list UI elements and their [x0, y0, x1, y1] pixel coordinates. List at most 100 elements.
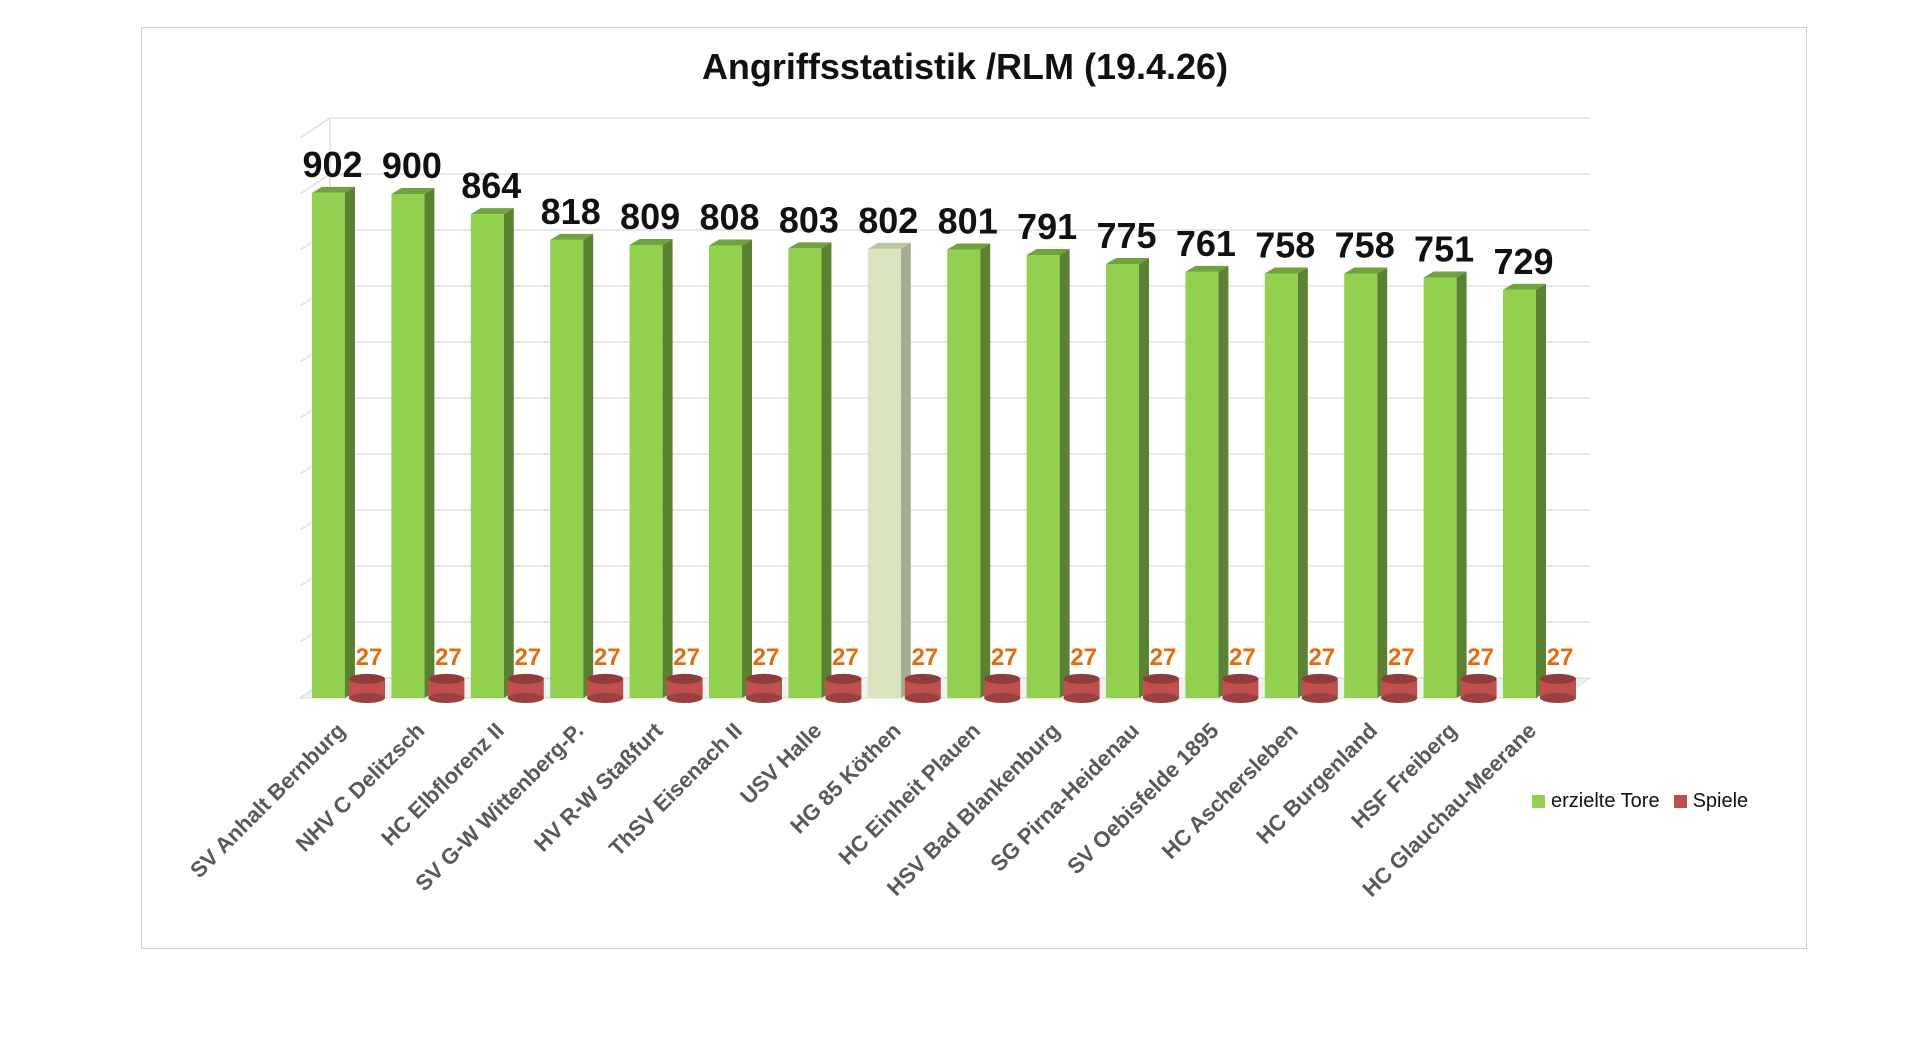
bar-tore — [1185, 271, 1219, 698]
bar-spiele-base — [349, 693, 385, 703]
bar-spiele — [904, 678, 941, 698]
data-label-spiele: 27 — [991, 644, 1018, 671]
bar-tore-top — [1344, 267, 1388, 274]
bar-spiele-top — [428, 673, 465, 684]
bar-tore-side — [583, 233, 594, 699]
bar-tore — [1106, 264, 1139, 698]
bar-spiele-top — [666, 673, 703, 684]
data-label-spiele: 27 — [1467, 644, 1494, 671]
bar-spiele-top — [904, 673, 941, 684]
bar-spiele-base — [666, 693, 703, 703]
chart-title: Angriffsstatistik /RLM (19.4.26) — [701, 46, 1229, 87]
data-label-tore: 902 — [302, 144, 362, 185]
bar-spiele — [1540, 678, 1576, 698]
bar-spiele-top — [1460, 673, 1497, 684]
bar-tore-top — [470, 208, 514, 215]
bar-tore-top — [391, 188, 435, 194]
legend-label-spiele: Spiele — [1692, 790, 1749, 812]
bar-tore — [947, 249, 981, 698]
bar-tore — [867, 248, 901, 698]
data-label-tore: 808 — [699, 197, 759, 238]
bar-spiele-top — [825, 673, 862, 684]
data-label-spiele: 27 — [1070, 644, 1097, 671]
bar-tore-side — [1536, 283, 1546, 698]
category-label: SV Anhalt Bernburg — [185, 718, 350, 883]
bar-tore — [470, 214, 504, 698]
data-label-spiele: 27 — [356, 644, 383, 671]
gridline-side — [299, 117, 331, 139]
bar-tore-side — [821, 242, 832, 698]
bar-spiele-base — [1381, 693, 1418, 703]
gridline-side — [299, 173, 331, 195]
data-label-tore: 864 — [461, 165, 521, 206]
data-label-tore: 809 — [620, 196, 680, 237]
bar-spiele — [1301, 678, 1338, 698]
data-label-tore: 803 — [779, 199, 839, 240]
data-label-tore: 729 — [1493, 241, 1553, 282]
bar-tore-side — [662, 238, 673, 698]
bar-tore-top — [1026, 249, 1070, 256]
bar-spiele — [428, 678, 465, 698]
bar-tore-side — [980, 243, 991, 698]
legend-item-spiele: Spiele — [1673, 790, 1749, 813]
chart-frame — [141, 27, 1807, 949]
bar-spiele-base — [1143, 693, 1179, 703]
category-label: ThSV Eisenach II — [604, 718, 747, 861]
bar-tore — [391, 194, 425, 698]
bar-tore-top — [1503, 283, 1546, 290]
data-label-spiele: 27 — [911, 644, 938, 671]
data-label-tore: 818 — [541, 191, 601, 232]
bar-tore-side — [742, 239, 752, 698]
bar-tore-side — [1297, 267, 1308, 698]
bar-tore-side — [424, 188, 435, 698]
legend-swatch-tore — [1532, 795, 1545, 808]
bar-tore-side — [503, 208, 514, 698]
bar-spiele — [666, 678, 703, 698]
bar-spiele-base — [1222, 693, 1259, 703]
data-label-spiele: 27 — [1229, 644, 1256, 671]
data-label-tore: 775 — [1096, 215, 1156, 256]
data-label-spiele: 27 — [832, 644, 859, 671]
bar-spiele-base — [1540, 693, 1576, 703]
data-label-tore: 758 — [1335, 225, 1395, 266]
bar-spiele-base — [825, 693, 862, 703]
bars — [312, 186, 1576, 703]
data-label-tore: 801 — [938, 200, 998, 241]
bar-spiele-top — [587, 673, 624, 684]
legend: erzielte Tore Spiele — [1532, 790, 1748, 813]
bar-spiele-top — [349, 673, 385, 684]
bar-tore-side — [900, 242, 911, 698]
bar-spiele-base — [1063, 693, 1100, 703]
data-label-tore: 791 — [1017, 206, 1077, 247]
data-label-tore: 761 — [1176, 223, 1236, 264]
bar-tore-side — [1377, 267, 1388, 698]
bar-spiele-base — [1301, 693, 1338, 703]
data-label-spiele: 27 — [435, 644, 462, 671]
bar-spiele-base — [984, 693, 1021, 703]
bar-spiele-top — [984, 673, 1021, 684]
bar-tore — [1026, 255, 1060, 699]
bar-tore-top — [312, 186, 355, 193]
bar-tore-top — [1423, 271, 1467, 278]
legend-swatch-spiele — [1673, 795, 1687, 808]
category-label: HC Einheit Plauen — [834, 718, 986, 870]
data-label-spiele: 27 — [753, 644, 780, 671]
bar-spiele — [825, 678, 862, 698]
bar-spiele-top — [1301, 673, 1338, 684]
data-label-tore: 751 — [1414, 228, 1474, 269]
category-label: SG Pirna-Heidenau — [985, 718, 1144, 877]
data-label-spiele: 27 — [594, 644, 621, 671]
bar-tore-top — [1106, 258, 1149, 264]
bar-tore — [550, 239, 584, 699]
bar-tore-side — [1456, 271, 1467, 698]
bar-tore — [312, 192, 345, 698]
bar-tore-top — [709, 239, 752, 246]
bar-spiele — [587, 678, 624, 698]
bar-tore-side — [1139, 258, 1149, 698]
bar-tore — [788, 248, 822, 698]
bar-tore-top — [947, 243, 991, 250]
data-label-spiele: 27 — [514, 644, 541, 671]
bar-spiele — [984, 678, 1021, 698]
